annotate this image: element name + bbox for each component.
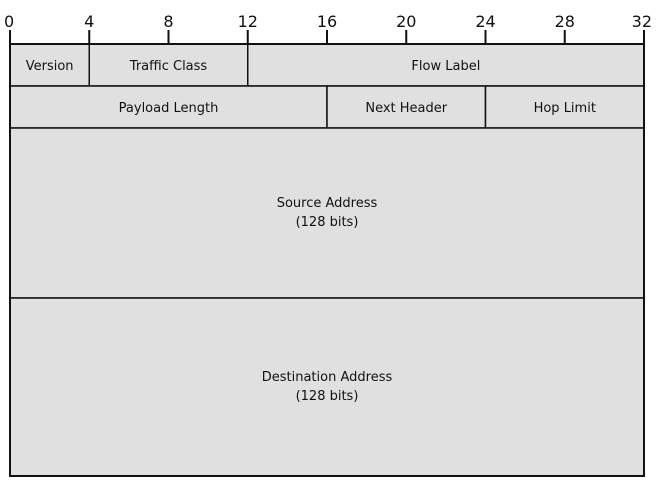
field-source-address: Source Address (128 bits) [9,127,645,299]
scale-tick-label: 32 [632,12,652,31]
field-version: Version [9,43,90,87]
field-traffic-class: Traffic Class [88,43,249,87]
scale-tick-label: 12 [238,12,258,31]
field-label: Source Address [277,196,378,211]
field-label: Payload Length [119,101,219,116]
field-label: Version [26,59,74,74]
scale-tick-label: 0 [4,12,14,31]
field-destination-address: Destination Address (128 bits) [9,297,645,477]
field-label: Traffic Class [129,59,208,74]
header-outline [9,43,645,477]
field-next-header: Next Header [326,85,487,129]
scale-tick-label: 4 [84,12,94,31]
field-payload-length: Payload Length [9,85,328,129]
bit-scale: 0 4 8 12 16 20 24 28 32 [4,12,652,44]
field-sublabel: (128 bits) [296,215,359,230]
field-box [484,85,645,129]
field-sublabel: (128 bits) [296,389,359,404]
scale-tick-label: 8 [163,12,173,31]
field-flow-label: Flow Label [247,43,645,87]
header-fields: Version Traffic Class Flow Label Payload Le… [9,43,645,477]
field-box [9,127,645,299]
scale-tick-label: 28 [555,12,575,31]
field-label: Next Header [365,101,447,116]
field-label: Destination Address [262,370,393,385]
scale-tick-label: 20 [396,12,416,31]
field-box [9,297,645,477]
scale-tick-label: 24 [475,12,495,31]
field-label: Flow Label [411,59,480,74]
field-label: Hop Limit [534,101,596,116]
scale-tick-label: 16 [317,12,337,31]
field-hop-limit: Hop Limit [484,85,645,129]
